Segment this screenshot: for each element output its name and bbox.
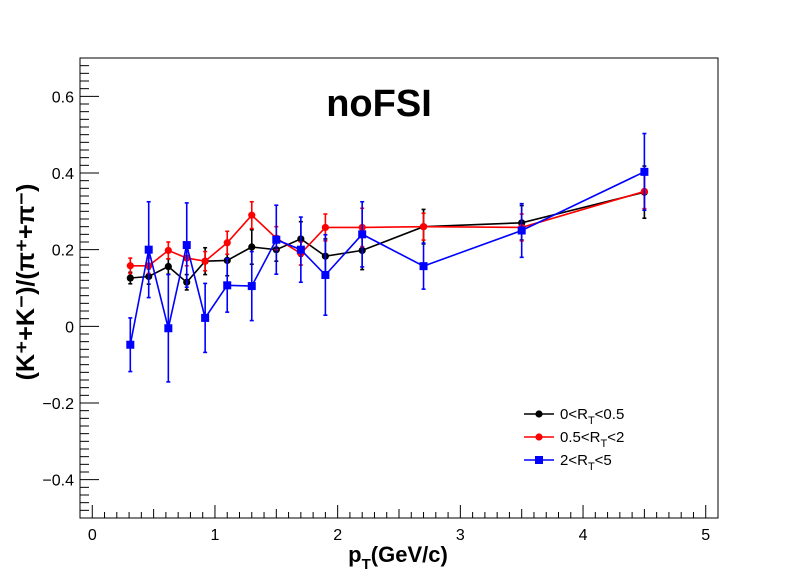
x-tick-label: 3 [456, 527, 465, 544]
legend-label: 0.5<RT<2 [560, 429, 624, 450]
data-point [182, 241, 191, 250]
data-point [126, 262, 134, 270]
data-point [126, 274, 134, 282]
legend-marker [535, 456, 543, 464]
data-point [296, 245, 305, 254]
data-point [272, 235, 281, 244]
chart-title: noFSI [326, 83, 432, 125]
data-point [164, 324, 173, 333]
data-point [164, 246, 172, 255]
data-point [517, 226, 526, 235]
data-point [126, 340, 135, 349]
data-point [248, 243, 256, 251]
x-tick-label: 2 [333, 527, 342, 544]
data-point [201, 313, 210, 322]
y-tick-label: −0.4 [42, 473, 74, 490]
data-point [164, 262, 172, 271]
series-line [129, 171, 645, 345]
legend-marker [535, 410, 543, 418]
legend-label: 2<RT<5 [560, 452, 612, 473]
y-tick-label: 0 [65, 319, 74, 336]
series-line [130, 191, 645, 284]
data-point [321, 270, 330, 279]
series-3 [126, 132, 649, 383]
y-axis-title: (K⁺+K⁻)/(π⁺+π⁻) [12, 184, 40, 381]
data-point [223, 281, 232, 290]
axes: 0 1 2 3 4 5 −0.4 −0.2 0 0.2 0.4 0.6 [42, 57, 710, 544]
legend-marker [535, 433, 543, 441]
legend-item-1: 0<RT<0.5 [524, 406, 624, 427]
data-point [201, 257, 209, 265]
x-tick-label: 4 [579, 527, 588, 544]
x-tick-label: 5 [701, 527, 710, 544]
y-tick-label: 0.2 [52, 243, 74, 260]
legend-item-2: 0.5<RT<2 [524, 429, 624, 450]
data-point [358, 230, 367, 239]
series-layer [126, 132, 649, 383]
y-tick-label: −0.2 [42, 396, 74, 413]
data-point [419, 262, 428, 271]
data-point [419, 223, 428, 231]
y-tick-label: 0.4 [52, 166, 74, 183]
data-point [223, 239, 231, 247]
legend: 0<RT<0.50.5<RT<22<RT<5 [524, 406, 624, 473]
legend-item-3: 2<RT<5 [524, 452, 612, 473]
x-axis-title: pT(GeV/c) [348, 542, 448, 573]
x-axis-title-main: p [348, 542, 361, 567]
legend-label: 0<RT<0.5 [560, 406, 624, 427]
data-point [144, 245, 153, 254]
x-tick-label: 1 [211, 527, 220, 544]
data-point [640, 167, 649, 176]
x-axis-title-rest: (GeV/c) [371, 542, 448, 567]
x-axis-title-sub: T [362, 556, 371, 573]
y-tick-label: 0.6 [52, 89, 74, 106]
data-point [321, 223, 329, 232]
data-point [247, 282, 256, 291]
data-point [248, 211, 256, 219]
x-tick-label: 0 [88, 527, 97, 544]
